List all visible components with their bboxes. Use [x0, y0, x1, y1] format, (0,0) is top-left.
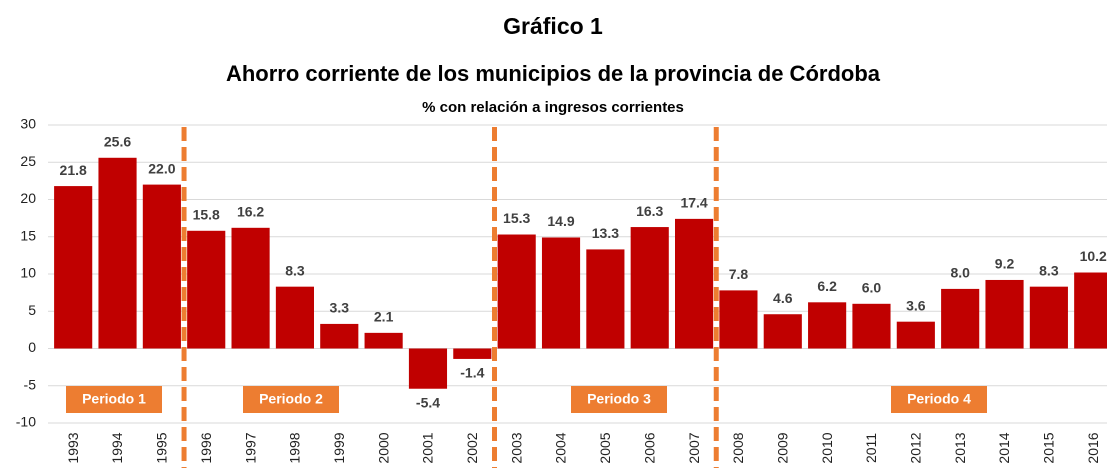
bar [1074, 272, 1107, 349]
x-tick-label: 2007 [686, 432, 702, 463]
data-label: 15.8 [193, 206, 220, 222]
data-label: 13.3 [592, 225, 619, 241]
x-tick-label: 2003 [508, 432, 524, 463]
data-label: 8.0 [950, 265, 970, 281]
x-tick-label: 2009 [774, 432, 790, 463]
bar [1029, 286, 1068, 349]
x-tick-label: 2008 [730, 432, 746, 463]
x-tick-label: 2002 [464, 432, 480, 463]
x-tick-label: 1994 [109, 432, 125, 463]
data-label: -5.4 [416, 394, 440, 410]
chart-subtitle: Ahorro corriente de los municipios de la… [226, 61, 881, 86]
data-label: 22.0 [148, 160, 175, 176]
y-tick-label: 5 [28, 302, 36, 318]
bar [364, 332, 403, 349]
bar [320, 323, 359, 349]
data-label: 10.2 [1080, 248, 1107, 264]
bar [231, 227, 270, 349]
period-label: Periodo 2 [259, 391, 323, 407]
bar [275, 286, 314, 349]
data-label: 4.6 [773, 290, 793, 306]
data-label: 14.9 [547, 213, 574, 229]
y-tick-label: 20 [20, 190, 36, 206]
bar [54, 186, 93, 349]
data-label: 3.3 [330, 300, 350, 316]
data-label: 16.2 [237, 204, 264, 220]
x-tick-label: 2011 [863, 433, 879, 463]
period-label: Periodo 3 [587, 391, 651, 407]
x-tick-label: 2010 [819, 432, 835, 463]
x-tick-label: 1997 [242, 432, 258, 463]
bar [941, 288, 980, 349]
bar [763, 314, 802, 349]
y-tick-label: 30 [20, 116, 36, 132]
data-label: 7.8 [729, 266, 749, 282]
period-box [891, 386, 987, 413]
period-box [243, 386, 339, 413]
x-tick-label: 1998 [287, 432, 303, 463]
bar [852, 303, 891, 349]
x-tick-label: 2001 [420, 432, 436, 463]
chart-title: Gráfico 1 [503, 13, 603, 39]
data-label: 16.3 [636, 203, 663, 219]
x-tick-label: 2016 [1085, 432, 1101, 463]
data-label: 6.0 [862, 280, 882, 296]
bar [187, 230, 226, 349]
bar [541, 237, 581, 349]
bar [985, 279, 1024, 349]
bar [896, 321, 935, 349]
bar [630, 227, 669, 349]
x-tick-label: 2013 [952, 432, 968, 463]
x-tick-label: 1999 [331, 432, 347, 463]
y-tick-label: 0 [28, 339, 36, 355]
x-tick-label: 1995 [154, 432, 170, 463]
y-tick-label: 10 [20, 265, 36, 281]
bar [586, 249, 625, 349]
x-tick-label: 2012 [908, 432, 924, 463]
axis-label: % con relación a ingresos corrientes [422, 99, 684, 116]
bar [719, 290, 758, 349]
bar [497, 234, 536, 349]
x-tick-label: 2006 [641, 432, 657, 463]
data-label: 15.3 [503, 210, 530, 226]
period-box [66, 386, 162, 413]
x-tick-label: 2015 [1041, 432, 1057, 463]
period-label: Periodo 1 [82, 391, 146, 407]
y-tick-label: 15 [20, 227, 36, 243]
x-tick-label: 2005 [597, 432, 613, 463]
data-label: 17.4 [680, 195, 707, 211]
bar [98, 157, 137, 349]
data-label: 3.6 [906, 297, 926, 313]
bar [453, 348, 492, 359]
data-label: 6.2 [817, 278, 837, 294]
x-tick-label: 1993 [65, 432, 81, 463]
x-tick-label: 2014 [996, 432, 1012, 463]
data-label: 21.8 [60, 162, 87, 178]
x-tick-label: 1996 [198, 432, 214, 463]
data-label: 25.6 [104, 133, 131, 149]
data-label: -1.4 [460, 365, 484, 381]
data-label: 8.3 [1039, 262, 1059, 278]
y-tick-label: -10 [16, 414, 36, 430]
y-tick-label: 25 [20, 153, 36, 169]
data-label: 9.2 [995, 256, 1015, 272]
bar [408, 348, 448, 389]
x-tick-label: 2000 [375, 432, 391, 463]
period-label: Periodo 4 [907, 391, 971, 407]
data-label: 8.3 [285, 262, 305, 278]
period-box [571, 386, 667, 413]
y-tick-label: -5 [24, 376, 37, 392]
bar [142, 184, 181, 349]
bar [675, 218, 714, 349]
data-label: 2.1 [374, 309, 394, 325]
x-tick-label: 2004 [553, 432, 569, 463]
bar [808, 302, 847, 349]
